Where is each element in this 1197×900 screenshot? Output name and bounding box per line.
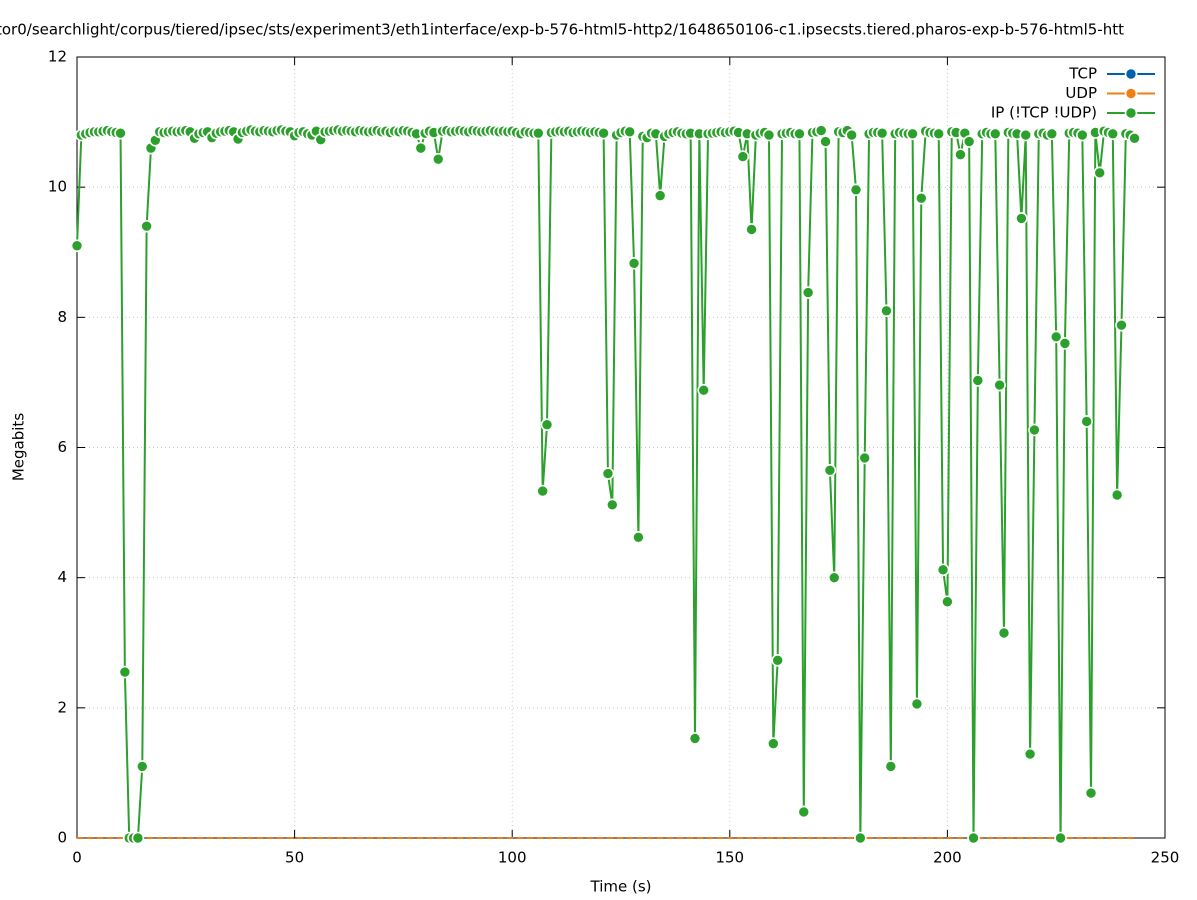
legend-label: IP (!TCP !UDP) <box>991 104 1097 122</box>
y-tick-label: 12 <box>48 48 67 66</box>
y-tick-label: 4 <box>57 568 67 586</box>
data-point <box>875 126 889 140</box>
x-axis-label: Time (s) <box>590 878 652 896</box>
data-point <box>736 150 750 163</box>
data-point <box>845 128 858 142</box>
legend-label: UDP <box>1065 84 1097 102</box>
data-point <box>131 831 145 845</box>
data-point <box>910 697 924 711</box>
y-tick-label: 8 <box>57 308 67 326</box>
data-point <box>623 125 637 139</box>
data-point <box>697 383 710 397</box>
data-point <box>814 124 828 137</box>
data-point <box>1045 127 1059 141</box>
x-tick-label: 50 <box>285 849 304 867</box>
data-point <box>962 135 976 148</box>
data-point <box>431 152 445 166</box>
data-point <box>745 223 758 236</box>
data-point <box>762 128 776 142</box>
data-point <box>854 831 867 845</box>
legend-swatch <box>1124 106 1138 120</box>
legend-swatch <box>1124 87 1138 100</box>
data-point <box>1019 128 1033 142</box>
data-point <box>880 304 893 318</box>
data-point <box>70 239 84 253</box>
x-tick-label: 250 <box>1151 849 1180 867</box>
data-point <box>414 141 428 155</box>
data-point <box>540 418 554 432</box>
data-point <box>1128 132 1141 145</box>
data-point <box>532 126 545 140</box>
data-point <box>1080 415 1093 428</box>
data-point <box>536 484 549 498</box>
data-point <box>1049 330 1063 344</box>
data-point <box>627 257 641 270</box>
data-point <box>1110 488 1124 502</box>
data-point <box>1054 831 1067 845</box>
y-tick-label: 6 <box>57 438 67 456</box>
data-point <box>819 135 832 148</box>
legend-label: TCP <box>1068 65 1097 83</box>
data-point <box>597 126 610 140</box>
data-point <box>932 127 945 141</box>
data-point <box>135 760 149 773</box>
x-tick-label: 200 <box>933 849 962 867</box>
data-point <box>688 732 702 745</box>
data-point <box>140 219 153 233</box>
data-point <box>941 595 954 609</box>
data-point <box>1076 128 1089 142</box>
data-point <box>1093 166 1107 180</box>
data-point <box>936 563 950 577</box>
data-point <box>993 378 1006 392</box>
data-point <box>1058 337 1072 350</box>
data-point <box>884 760 898 773</box>
chart-title: tor0/searchlight/corpus/tiered/ipsec/sts… <box>0 21 1124 39</box>
data-point <box>1084 786 1098 800</box>
data-point <box>849 183 863 197</box>
data-point <box>1115 318 1128 332</box>
y-tick-label: 10 <box>48 178 67 196</box>
data-point <box>601 467 615 480</box>
data-point <box>858 451 872 465</box>
data-point <box>906 127 919 141</box>
data-point <box>793 127 806 141</box>
data-point <box>967 831 980 845</box>
data-point <box>954 148 967 161</box>
data-point <box>797 805 811 819</box>
data-point <box>988 127 1002 141</box>
data-point <box>823 463 837 477</box>
data-point <box>632 531 645 544</box>
data-point <box>1015 212 1028 225</box>
data-point <box>118 665 132 679</box>
data-point <box>653 189 667 202</box>
x-tick-label: 150 <box>715 849 744 867</box>
x-tick-label: 0 <box>72 849 82 867</box>
legend-swatch <box>1124 67 1138 81</box>
data-point <box>914 191 928 205</box>
data-point <box>971 374 985 387</box>
y-axis-label: Megabits <box>10 413 28 481</box>
x-tick-label: 100 <box>498 849 527 867</box>
data-point <box>114 126 127 140</box>
data-point <box>767 737 780 750</box>
y-tick-label: 2 <box>57 698 67 716</box>
data-point <box>997 626 1011 640</box>
data-point <box>605 498 619 512</box>
data-point <box>801 286 815 299</box>
data-point <box>1028 423 1041 437</box>
data-point <box>1106 127 1120 141</box>
data-point <box>1023 747 1037 761</box>
data-point <box>827 571 841 584</box>
y-tick-label: 0 <box>57 829 67 847</box>
data-point <box>771 654 784 667</box>
